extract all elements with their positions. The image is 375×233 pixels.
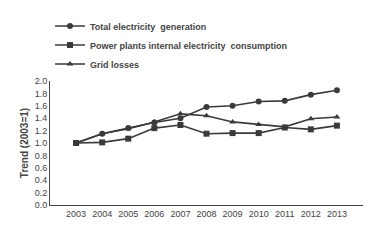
svg-text:0.2: 0.2 xyxy=(35,188,48,198)
svg-text:2006: 2006 xyxy=(144,209,164,219)
svg-text:2010: 2010 xyxy=(249,209,269,219)
svg-text:2007: 2007 xyxy=(170,209,190,219)
svg-text:2011: 2011 xyxy=(275,209,294,219)
svg-text:2012: 2012 xyxy=(301,209,321,219)
svg-text:1.4: 1.4 xyxy=(35,113,48,123)
svg-text:1.6: 1.6 xyxy=(35,101,48,111)
svg-text:2003: 2003 xyxy=(66,209,86,219)
svg-text:Trend (2003=1): Trend (2003=1) xyxy=(19,108,30,178)
svg-text:0.0: 0.0 xyxy=(35,200,48,210)
svg-text:Power plants internal electric: Power plants internal electricity consum… xyxy=(90,41,287,51)
svg-text:2009: 2009 xyxy=(223,209,243,219)
svg-text:2.0: 2.0 xyxy=(35,76,48,86)
svg-text:2008: 2008 xyxy=(196,209,216,219)
svg-text:0.4: 0.4 xyxy=(35,175,48,185)
svg-text:1.2: 1.2 xyxy=(35,126,48,136)
svg-text:2005: 2005 xyxy=(118,209,138,219)
svg-text:0.8: 0.8 xyxy=(35,151,48,161)
svg-text:Total electricity generation: Total electricity generation xyxy=(90,22,206,32)
svg-text:1.0: 1.0 xyxy=(35,138,48,148)
svg-text:1.8: 1.8 xyxy=(35,89,48,99)
svg-text:2004: 2004 xyxy=(92,209,112,219)
svg-text:Grid losses: Grid losses xyxy=(90,60,139,70)
svg-text:2013: 2013 xyxy=(327,209,347,219)
svg-text:0.6: 0.6 xyxy=(35,163,48,173)
